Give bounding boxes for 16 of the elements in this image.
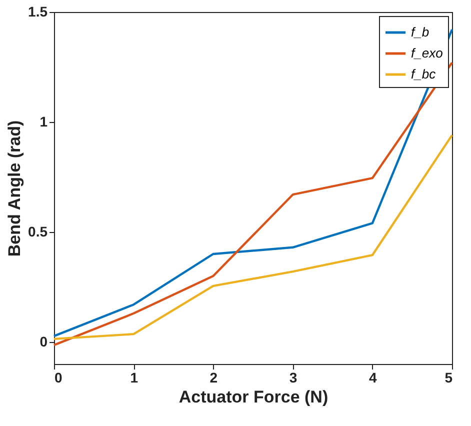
- x-tick-label: 1: [130, 370, 138, 386]
- x-tick-label: 2: [210, 370, 218, 386]
- line-series: [52, 134, 454, 340]
- legend-label: f_exo: [411, 46, 443, 60]
- y-tick-label: 1.5: [28, 4, 48, 20]
- x-tick-label: 4: [369, 370, 377, 386]
- y-tick-label: 1: [40, 114, 48, 130]
- x-tick-label: 3: [289, 370, 298, 386]
- y-tick-label: 0: [40, 334, 48, 350]
- y-tick-label: 0.5: [28, 224, 48, 240]
- x-axis-title: Actuator Force (N): [178, 388, 328, 406]
- legend-label: f_bc: [411, 66, 436, 82]
- x-tick-label: 0: [54, 370, 62, 386]
- y-axis-title: Bend Angle (rad): [5, 120, 24, 257]
- legend-label: f_b: [411, 24, 430, 40]
- x-tick-label: 5: [444, 370, 453, 386]
